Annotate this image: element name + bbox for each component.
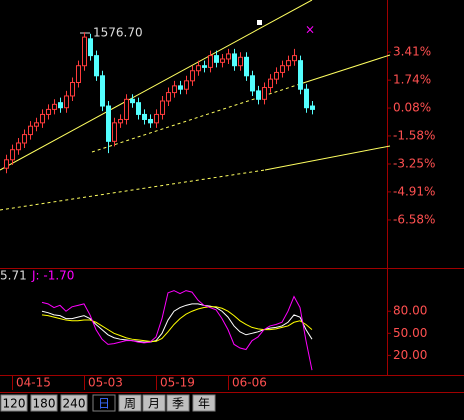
candle-body xyxy=(28,125,33,136)
candle-body xyxy=(4,159,9,169)
toolbar-button[interactable] xyxy=(60,394,88,412)
y-tick-label: 0.08% xyxy=(393,101,431,115)
candle-body xyxy=(46,108,51,115)
candle-body xyxy=(130,98,135,104)
candle-body xyxy=(196,65,201,72)
candle-body xyxy=(190,70,195,82)
y-tick-label: 1.74% xyxy=(393,73,431,87)
x-tick-label: 04-15 xyxy=(16,376,51,390)
candle-body xyxy=(298,60,303,90)
y-tick-label: -3.25% xyxy=(393,157,435,171)
candle-body xyxy=(202,65,207,68)
toolbar-label[interactable]: 日 xyxy=(98,397,110,411)
toolbar-button[interactable] xyxy=(192,394,216,412)
candle-body xyxy=(292,55,297,62)
candle-body xyxy=(280,65,285,73)
candle-body xyxy=(88,38,93,57)
toolbar-button[interactable] xyxy=(166,394,190,412)
candle-body xyxy=(154,113,159,124)
candle-body xyxy=(106,105,111,142)
candle-body xyxy=(262,87,267,100)
candle-body xyxy=(112,122,117,142)
candle-body xyxy=(148,118,153,124)
candle-body xyxy=(100,75,105,107)
candle-body xyxy=(304,88,309,109)
candle-body xyxy=(250,75,255,92)
trend-line xyxy=(0,0,313,171)
y-tick-label: -4.91% xyxy=(393,184,435,198)
y-tick-label: -6.58% xyxy=(393,212,435,226)
trend-line xyxy=(264,145,391,171)
candle-body xyxy=(10,149,15,161)
candle-body xyxy=(64,95,69,109)
candle-body xyxy=(172,85,177,94)
candle-body xyxy=(160,100,165,115)
y-tick-label: -1.58% xyxy=(393,128,435,142)
toolbar-button[interactable] xyxy=(30,394,58,412)
toolbar-button[interactable] xyxy=(142,394,166,412)
candle-body xyxy=(124,98,129,120)
indicator-header: 5.71 xyxy=(0,269,27,283)
candle-body xyxy=(58,102,63,109)
y-tick-label: 50.00 xyxy=(393,326,427,340)
candle-body xyxy=(166,92,171,102)
marker: × xyxy=(305,23,315,37)
candle-body xyxy=(52,103,57,110)
candle-body xyxy=(274,71,279,80)
annotation: 1576.70 xyxy=(93,26,143,40)
x-tick-label: 05-19 xyxy=(160,376,195,390)
candle-body xyxy=(178,85,183,90)
indicator-line xyxy=(41,306,313,342)
candle-body xyxy=(226,53,231,60)
candle-body xyxy=(220,58,225,63)
candle-body xyxy=(256,90,261,100)
candle-body xyxy=(16,142,21,151)
toolbar-label[interactable]: 季 xyxy=(172,397,184,411)
trend-line xyxy=(0,169,266,211)
candle-body xyxy=(238,56,243,67)
candle-body xyxy=(268,78,273,89)
x-tick-label: 05-03 xyxy=(88,376,123,390)
y-tick-label: 80.00 xyxy=(393,304,427,318)
candle-body xyxy=(40,113,45,124)
toolbar-label[interactable]: 120 xyxy=(3,397,26,411)
toolbar-button[interactable] xyxy=(92,394,116,412)
indicator-header: J: -1.70 xyxy=(31,269,74,283)
toolbar-label[interactable]: 周 xyxy=(124,397,136,411)
toolbar-label[interactable]: 240 xyxy=(63,397,86,411)
candle-body xyxy=(136,102,141,115)
y-tick-label: 20.00 xyxy=(393,348,427,362)
candle-body xyxy=(232,53,237,67)
candle-body xyxy=(310,105,315,110)
candle-body xyxy=(286,60,291,67)
candle-body xyxy=(76,65,81,84)
candle-body xyxy=(184,80,189,90)
indicator-line xyxy=(41,290,313,371)
toolbar-label[interactable]: 180 xyxy=(33,397,56,411)
x-tick-label: 06-06 xyxy=(232,376,267,390)
toolbar-label[interactable]: 年 xyxy=(198,397,210,411)
candle-body xyxy=(70,82,75,97)
candle-body xyxy=(22,134,27,144)
toolbar-button[interactable] xyxy=(0,394,28,412)
toolbar-button[interactable] xyxy=(118,394,142,412)
candle-body xyxy=(208,55,213,68)
candle-body xyxy=(142,113,147,120)
candle-body xyxy=(118,118,123,124)
candle-body xyxy=(82,36,87,67)
candle-body xyxy=(34,122,39,127)
toolbar-label[interactable]: 月 xyxy=(148,397,160,411)
marker xyxy=(257,20,262,25)
candle-body xyxy=(94,55,99,77)
indicator-line xyxy=(41,303,313,343)
y-tick-label: 3.41% xyxy=(393,45,431,59)
candle-body xyxy=(244,56,249,77)
trend-line xyxy=(299,54,391,85)
candle-body xyxy=(214,55,219,63)
